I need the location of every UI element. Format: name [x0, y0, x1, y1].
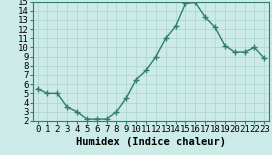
X-axis label: Humidex (Indice chaleur): Humidex (Indice chaleur) — [76, 137, 226, 147]
